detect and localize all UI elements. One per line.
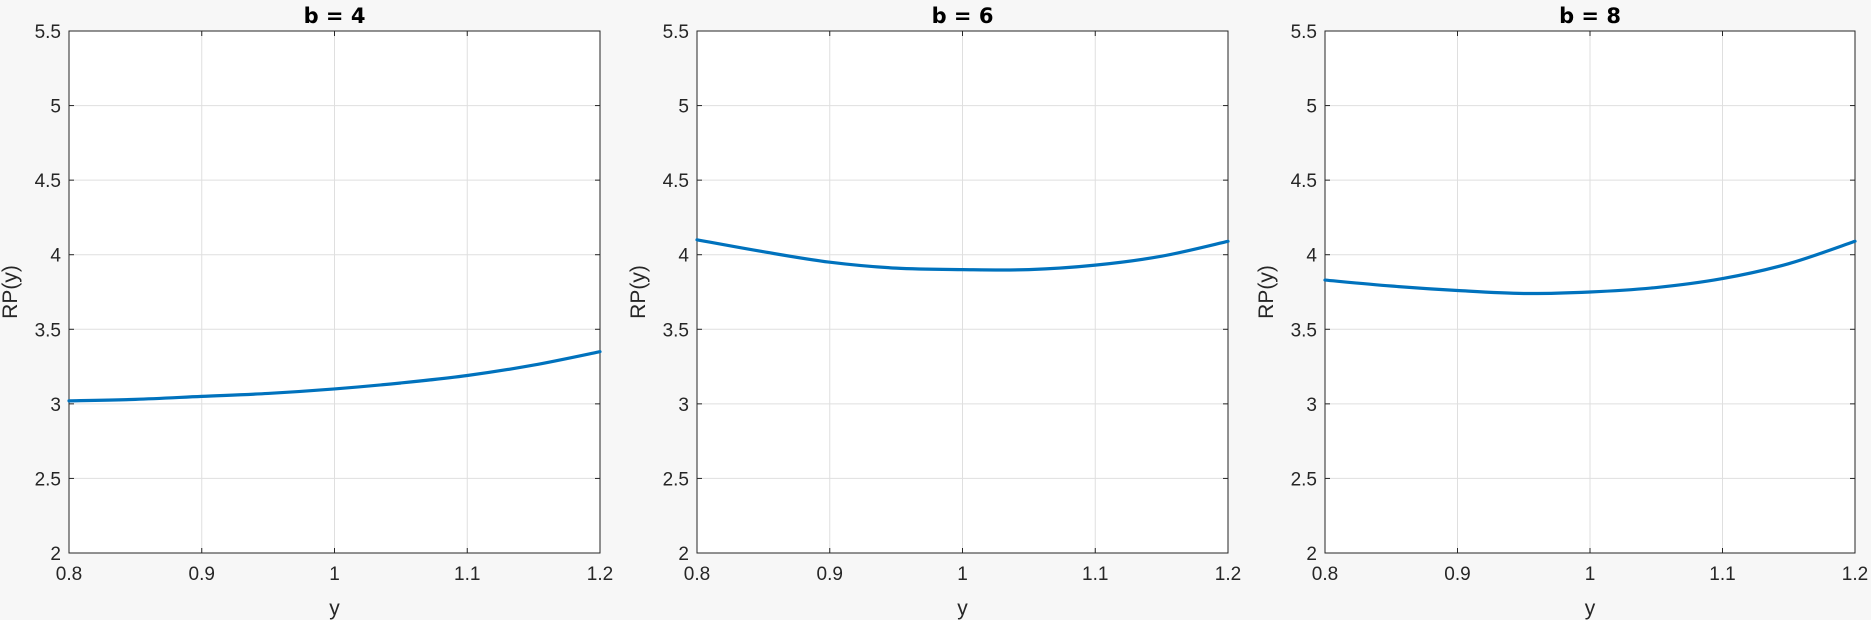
y-tick-label: 5.5 — [1291, 22, 1317, 43]
chart-title: b = 6 — [932, 4, 994, 28]
y-tick-label: 2 — [50, 544, 61, 565]
x-tick-label: 0.8 — [1312, 564, 1338, 585]
x-axis-label: y — [957, 597, 968, 620]
y-axis-label: RP(y) — [1255, 265, 1278, 319]
x-tick-label: 0.8 — [56, 564, 82, 585]
x-tick-label: 0.9 — [189, 564, 215, 585]
y-tick-label: 4 — [678, 246, 689, 267]
x-tick-label: 1.1 — [1709, 564, 1735, 585]
y-tick-label: 3 — [678, 395, 689, 416]
y-tick-label: 5.5 — [35, 22, 61, 43]
y-tick-label: 4.5 — [663, 171, 689, 192]
y-tick-label: 4.5 — [35, 171, 61, 192]
series-line — [67, 350, 602, 403]
series-line — [695, 238, 1230, 272]
y-tick-label: 3 — [1306, 395, 1317, 416]
x-tick-label: 0.8 — [684, 564, 710, 585]
y-tick-label: 2.5 — [663, 469, 689, 490]
chart-panel-3: 0.8 0.9 1 1.1 1.2 2 2.5 3 3.5 4 4.5 5 5.5 y RP(y) b = 8 — [1255, 4, 1868, 620]
y-tick-label: 5 — [50, 97, 61, 118]
y-tick-label: 3.5 — [1291, 320, 1317, 341]
x-tick-label: 1.1 — [454, 564, 480, 585]
x-tick-label: 0.9 — [817, 564, 843, 585]
y-tick-label: 2.5 — [1291, 469, 1317, 490]
y-tick-label: 2 — [1306, 544, 1317, 565]
y-axis-label: RP(y) — [627, 265, 650, 319]
x-tick-label: 1 — [1585, 564, 1596, 585]
x-tick-label: 1.2 — [1842, 564, 1868, 585]
y-tick-label: 4 — [50, 246, 61, 267]
x-axis-label: y — [1585, 597, 1596, 620]
chart-title: b = 8 — [1559, 4, 1621, 28]
x-tick-label: 1.2 — [587, 564, 613, 585]
y-tick-label: 3.5 — [35, 320, 61, 341]
chart-title: b = 4 — [304, 4, 366, 28]
y-tick-label: 3 — [50, 395, 61, 416]
x-tick-label: 1 — [329, 564, 340, 585]
y-axis-label: RP(y) — [0, 265, 22, 319]
chart-panel-2: 0.8 0.9 1 1.1 1.2 2 2.5 3 3.5 4 4.5 5 5.5 y RP(y) b = 6 — [627, 4, 1241, 620]
y-tick-label: 5.5 — [663, 22, 689, 43]
x-axis-label: y — [329, 597, 340, 620]
y-tick-label: 2.5 — [35, 469, 61, 490]
y-tick-label: 3.5 — [663, 320, 689, 341]
y-tick-label: 4 — [1306, 246, 1317, 267]
y-tick-label: 5 — [678, 97, 689, 118]
y-tick-label: 2 — [678, 544, 689, 565]
x-tick-label: 1.1 — [1082, 564, 1108, 585]
x-tick-label: 0.9 — [1444, 564, 1470, 585]
y-tick-label: 4.5 — [1291, 171, 1317, 192]
x-tick-label: 1.2 — [1215, 564, 1241, 585]
x-tick-label: 1 — [957, 564, 968, 585]
chart-panel-1: 0.8 0.9 1 1.1 1.2 2 2.5 3 3.5 4 4.5 5 5.5 y RP(y) b = 4 — [0, 4, 613, 620]
y-tick-label: 5 — [1306, 97, 1317, 118]
series-line — [1323, 239, 1857, 296]
